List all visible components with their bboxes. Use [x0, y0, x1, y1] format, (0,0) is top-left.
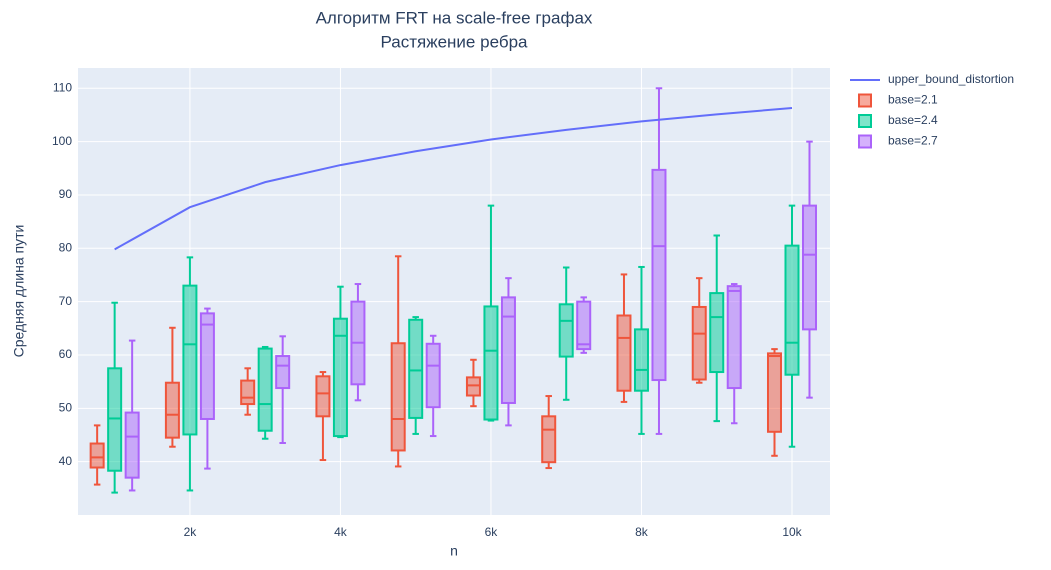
y-axis-label: Средняя длина пути	[11, 225, 27, 358]
y-tick-label: 60	[59, 347, 73, 361]
y-tick-label: 70	[59, 294, 73, 308]
legend-label: base=2.7	[888, 134, 938, 148]
chart-title: Алгоритм FRT на scale-free графах	[316, 8, 593, 27]
box	[124, 411, 140, 479]
box	[332, 317, 348, 438]
box	[107, 367, 123, 472]
y-tick-label: 80	[59, 240, 73, 254]
box	[315, 375, 331, 418]
x-axis-label: n	[450, 543, 458, 559]
plot-area	[78, 68, 830, 515]
box	[691, 305, 707, 381]
box	[558, 303, 574, 358]
box	[275, 355, 291, 390]
box	[500, 296, 516, 404]
box	[408, 318, 424, 419]
box	[709, 292, 725, 374]
box	[199, 312, 215, 420]
y-tick-label: 40	[59, 454, 73, 468]
box	[801, 204, 817, 331]
x-tick-label: 10k	[782, 525, 802, 539]
box	[576, 300, 592, 351]
legend: upper_bound_distortion base=2.1 base=2.4 ba…	[850, 72, 1014, 149]
legend-swatch	[858, 114, 872, 128]
box	[164, 381, 180, 439]
legend-label: upper_bound_distortion	[888, 72, 1014, 86]
box	[651, 168, 667, 382]
legend-label: base=2.4	[888, 113, 938, 127]
box	[483, 305, 499, 421]
box	[541, 415, 557, 464]
box	[257, 347, 273, 432]
y-tick-label: 50	[59, 400, 73, 414]
chart-subtitle: Растяжение ребра	[381, 32, 529, 51]
legend-swatch	[858, 134, 872, 149]
box	[616, 314, 632, 392]
x-tick-label: 4k	[334, 525, 348, 539]
legend-label: base=2.1	[888, 93, 938, 107]
x-tick-label: 8k	[635, 525, 649, 539]
box	[240, 379, 256, 406]
box	[390, 342, 406, 452]
x-tick-label: 2k	[184, 525, 198, 539]
y-tick-label: 110	[53, 80, 72, 94]
x-tick-label: 6k	[485, 525, 499, 539]
line	[114, 107, 793, 251]
y-tick-label: 100	[52, 134, 72, 148]
box	[182, 284, 198, 436]
box	[766, 352, 782, 433]
box	[784, 244, 800, 376]
box	[633, 328, 649, 392]
box	[89, 442, 105, 469]
marks	[89, 87, 817, 494]
legend-swatch	[858, 93, 872, 108]
box	[726, 285, 742, 390]
box	[425, 342, 441, 409]
y-tick-label: 90	[59, 187, 73, 201]
box	[465, 376, 481, 397]
